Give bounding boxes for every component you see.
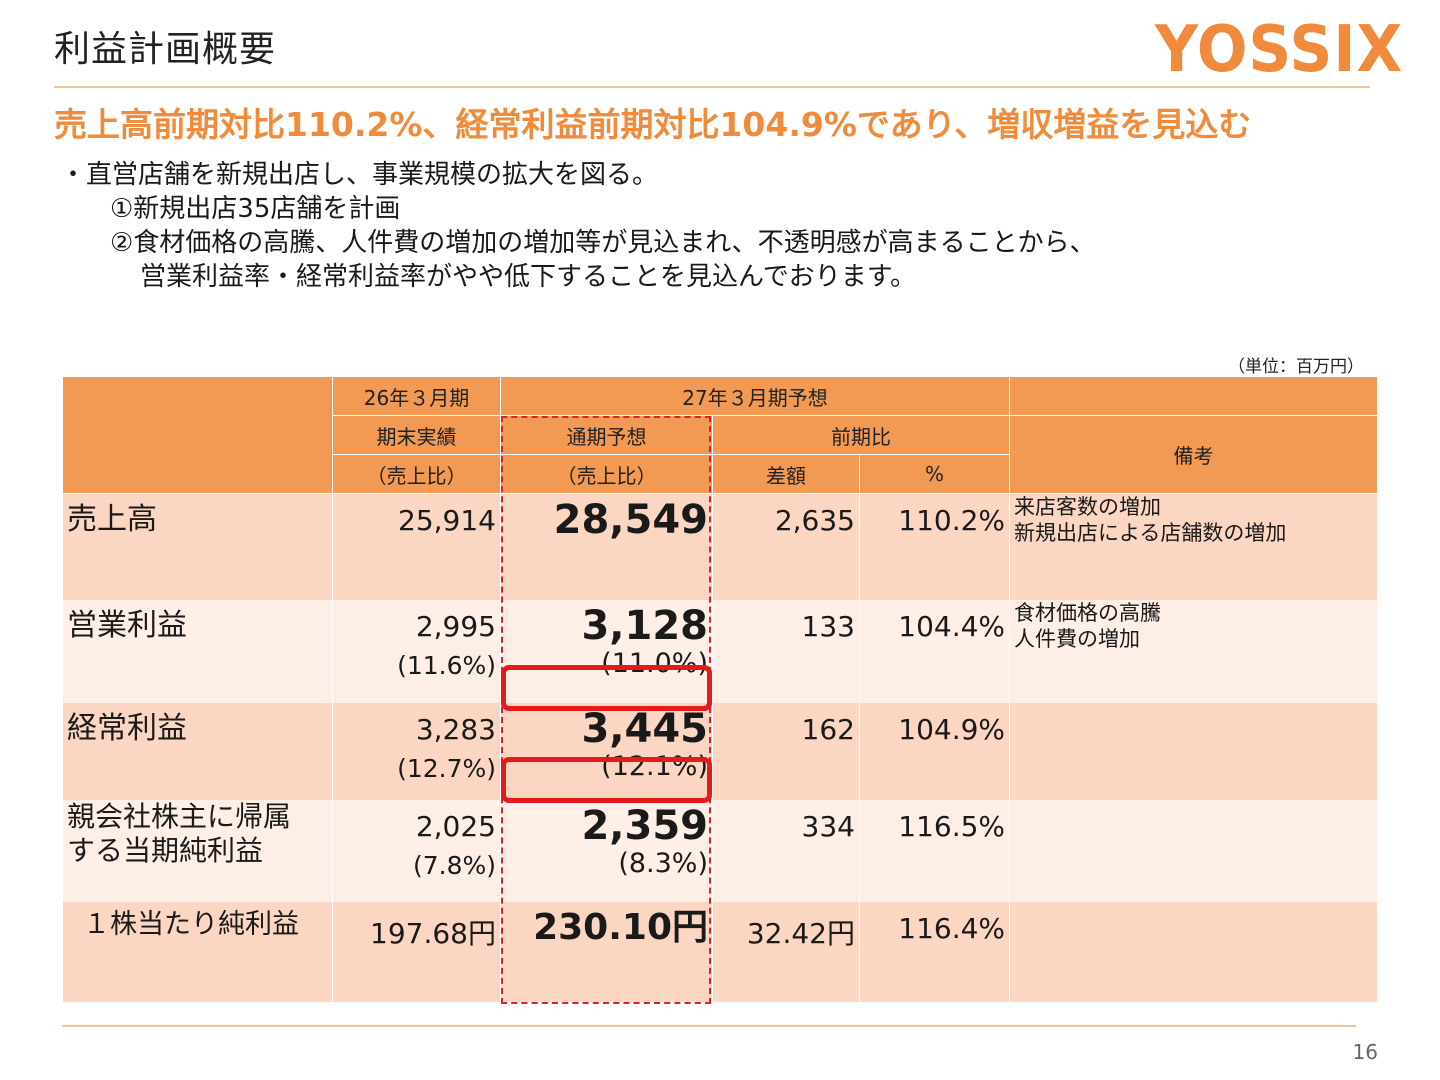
table-row: 営業利益 2,995 (11.6%) 3,128 (11.0%) 133 104… (62, 599, 1379, 703)
header-blank (62, 376, 333, 494)
header-ratio-forecast: （売上比） (500, 454, 713, 494)
value-actual: 197.68円 (370, 916, 496, 950)
note-line: 食材価格の高騰 (1014, 600, 1162, 625)
cell-note: 来店客数の増加 新規出店による店舗数の増加 (1009, 493, 1379, 600)
row-label: 営業利益 (62, 599, 333, 703)
header-actual: 期末実績 (332, 415, 501, 455)
value-actual: 2,025 (415, 809, 496, 843)
bullet-list: ・直営店舗を新規出店し、事業規模の拡大を図る。 ①新規出店35店舗を計画 ②食材… (60, 158, 1096, 294)
cell-diff: 2,635 (712, 493, 860, 600)
table-row: 売上高 25,914 28,549 2,635 110.2% 来店客数の増加 新… (62, 493, 1379, 600)
header-ratio-actual: （売上比） (332, 454, 501, 494)
cell-note (1009, 799, 1379, 902)
value-pct: 104.4% (898, 609, 1006, 643)
cell-diff: 133 (712, 599, 860, 703)
value-forecast: 3,128 (581, 602, 708, 649)
value-diff: 32.42円 (746, 916, 855, 950)
row-label: 売上高 (62, 493, 333, 600)
value-forecast-ratio: (11.0%) (601, 647, 708, 679)
bullet-sub-1: ①新規出店35店舗を計画 (110, 194, 401, 224)
header-fy26: 26年３月期 (332, 376, 501, 416)
profit-plan-table: 26年３月期 27年３月期予想 期末実績 通期予想 前期比 備考 （売上比） （… (62, 376, 1379, 1002)
profit-plan-table-wrap: 26年３月期 27年３月期予想 期末実績 通期予想 前期比 備考 （売上比） （… (62, 376, 1379, 1006)
cell-forecast: 3,128 (11.0%) (500, 599, 713, 703)
row-label: 親会社株主に帰属 する当期純利益 (62, 799, 333, 902)
value-forecast-ratio: (8.3%) (618, 847, 708, 879)
header-yoy: 前期比 (711, 415, 1011, 455)
header-notes: 備考 (1009, 415, 1379, 494)
cell-actual: 25,914 (332, 493, 501, 600)
highlight-operating-margin (501, 665, 712, 711)
header-forecast: 通期予想 (500, 415, 713, 455)
cell-forecast: 230.10円 (500, 901, 713, 1002)
value-actual-ratio: (7.8%) (412, 850, 496, 880)
cell-forecast: 28,549 (500, 493, 713, 600)
cell-diff: 162 (712, 702, 860, 800)
cell-forecast: 3,445 (12.1%) (500, 702, 713, 800)
bullet-sub-2-cont: 営業利益率・経常利益率がやや低下することを見込んでおります。 (140, 262, 917, 292)
value-forecast: 28,549 (553, 497, 708, 543)
value-pct: 116.5% (898, 809, 1006, 843)
headline: 売上高前期対比110.2%、経常利益前期対比104.9%であり、増収増益を見込む (54, 105, 1252, 144)
cell-pct: 110.2% (858, 493, 1011, 600)
cell-diff: 334 (712, 799, 860, 902)
value-actual: 3,283 (415, 712, 496, 746)
value-actual: 25,914 (398, 504, 496, 537)
header-notes-blank (1009, 376, 1379, 416)
unit-label: （単位：百万円） (1228, 357, 1364, 377)
bullet-sub-2: ②食材価格の高騰、人件費の増加の増加等が見込まれ、不透明感が高まることから、 (110, 228, 1096, 258)
forecast-column-outline (501, 416, 711, 1004)
value-diff: 2,635 (774, 504, 855, 537)
cell-pct: 116.4% (858, 901, 1011, 1002)
value-diff: 162 (801, 712, 855, 746)
value-forecast: 230.10円 (533, 906, 708, 948)
value-actual-ratio: (12.7%) (397, 753, 496, 783)
page-number: 16 (1352, 1040, 1378, 1064)
cell-note: 食材価格の高騰 人件費の増加 (1009, 599, 1379, 703)
table-row: 親会社株主に帰属 する当期純利益 2,025 (7.8%) 2,359 (8.3… (62, 799, 1379, 902)
header-fy27: 27年３月期予想 (499, 376, 1011, 416)
value-forecast: 3,445 (581, 705, 708, 752)
cell-forecast: 2,359 (8.3%) (500, 799, 713, 902)
cell-diff: 32.42円 (712, 901, 860, 1002)
cell-pct: 104.4% (858, 599, 1011, 703)
header-pct: % (858, 454, 1011, 494)
cell-actual: 2,025 (7.8%) (332, 799, 501, 902)
cell-note (1009, 901, 1379, 1002)
table-row: １株当たり純利益 197.68円 230.10円 32.42円 116.4% (62, 901, 1379, 1002)
cell-pct: 104.9% (858, 702, 1011, 800)
value-diff: 133 (801, 609, 855, 643)
value-pct: 104.9% (898, 712, 1006, 746)
cell-note (1009, 702, 1379, 800)
footer-divider (62, 1025, 1356, 1027)
cell-actual: 3,283 (12.7%) (332, 702, 501, 800)
page-title: 利益計画概要 (54, 29, 277, 70)
row-label-line: する当期純利益 (67, 833, 264, 867)
note-line: 新規出店による店舗数の増加 (1014, 521, 1287, 545)
bullet-main: ・直営店舗を新規出店し、事業規模の拡大を図る。 (60, 160, 659, 190)
value-actual-ratio: (11.6%) (397, 650, 496, 680)
value-diff: 334 (801, 809, 855, 843)
company-logo: YOSSIX (1155, 13, 1404, 87)
value-forecast-ratio: (12.1%) (601, 750, 708, 782)
row-label-line: 親会社株主に帰属 (67, 799, 292, 833)
highlight-ordinary-margin (501, 757, 712, 803)
value-pct: 116.4% (898, 911, 1006, 945)
value-forecast: 2,359 (581, 802, 708, 849)
table-row: 経常利益 3,283 (12.7%) 3,445 (12.1%) 162 104… (62, 702, 1379, 800)
cell-actual: 197.68円 (332, 901, 501, 1002)
note-line: 人件費の増加 (1014, 626, 1141, 651)
note-line: 来店客数の増加 (1014, 495, 1162, 519)
row-label: １株当たり純利益 (62, 901, 333, 1002)
row-label: 経常利益 (62, 702, 333, 800)
cell-pct: 116.5% (858, 799, 1011, 902)
title-divider (54, 86, 1370, 88)
header-diff: 差額 (712, 454, 860, 494)
value-actual: 2,995 (415, 609, 496, 643)
cell-actual: 2,995 (11.6%) (332, 599, 501, 703)
value-pct: 110.2% (898, 504, 1006, 537)
